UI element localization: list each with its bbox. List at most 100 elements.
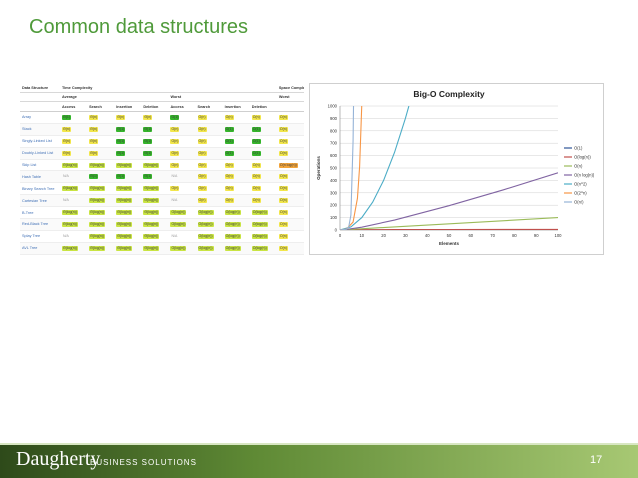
table-cell: N/A [168, 194, 196, 208]
complexity-badge: O(log(n)) [224, 221, 241, 227]
table-cell: O(n) [276, 111, 304, 124]
table-cell: O(n) [168, 147, 196, 160]
complexity-badge: Θ(log(n)) [143, 233, 160, 239]
table-row: Skip List Θ(log(n)) Θ(log(n)) Θ(log(n)) Θ(lo… [20, 159, 304, 172]
row-name: Cartesian Tree [20, 194, 60, 208]
row-name: Hash Table [20, 170, 60, 184]
complexity-badge: O(log(n)) [197, 233, 214, 239]
table-cell: O(n) [168, 135, 196, 148]
row-name: Red-Black Tree [20, 218, 60, 231]
table-cell: O(log(n)) [249, 206, 277, 220]
y-tick-label: 300 [330, 190, 338, 195]
row-name: AVL Tree [20, 242, 60, 255]
table-cell: O(n) [195, 170, 223, 184]
complexity-badge: O(1) [224, 138, 234, 144]
table-cell: N/A [60, 194, 88, 208]
y-tick-label: 700 [330, 141, 338, 146]
complexity-badge: O(n) [224, 198, 234, 204]
complexity-badge: O(log(n)) [251, 210, 268, 216]
column-header [276, 101, 304, 112]
table-cell: O(n) [222, 182, 250, 196]
table-cell: N/A [168, 170, 196, 184]
table-cell: Θ(log(n)) [60, 159, 88, 172]
table-cell: O(1) [249, 147, 277, 160]
complexity-badge: O(log(n)) [197, 210, 214, 216]
table-cell: Θ(n) [87, 123, 115, 136]
y-tick-label: 1000 [328, 104, 338, 109]
complexity-badge: O(1) [224, 150, 234, 156]
table-cell: O(n) [222, 111, 250, 124]
x-tick-label: 10 [359, 233, 364, 238]
complexity-badge: O(n) [251, 114, 261, 120]
table-cell: O(n) [276, 230, 304, 243]
complexity-badge: Θ(1) [89, 174, 99, 180]
row-name: Singly-Linked List [20, 135, 60, 148]
table-row: B-Tree Θ(log(n)) Θ(log(n)) Θ(log(n)) Θ(log(n… [20, 206, 304, 220]
table-cell: O(n) [195, 147, 223, 160]
complexity-badge: Θ(1) [62, 114, 71, 120]
complexity-badge: Θ(log(n)) [116, 162, 133, 168]
complexity-badge: O(n) [197, 174, 207, 180]
complexity-badge: Θ(n) [62, 138, 71, 144]
header-time-complexity: Time Complexity [60, 84, 277, 93]
complexity-badge: O(n) [224, 174, 234, 180]
table-row: Stack Θ(n) Θ(n) Θ(1) Θ(1) O(n) O(n) O(1) O(1) O(n… [20, 123, 304, 136]
slide-title: Common data structures [29, 16, 248, 38]
table-cell: O(1) [222, 147, 250, 160]
complexity-badge: N/A [63, 233, 69, 238]
table-cell: O(n) [276, 218, 304, 231]
table-cell: Θ(log(n)) [87, 242, 115, 255]
table-cell: Θ(log(n)) [114, 206, 142, 220]
complexity-badge: Θ(log(n)) [62, 186, 79, 192]
complexity-badge: Θ(n) [89, 114, 99, 120]
legend-label: O(n!) [574, 200, 584, 205]
table-cell: O(log(n)) [195, 230, 223, 243]
table-cell: Θ(log(n)) [141, 194, 169, 208]
complexity-badge: O(n) [170, 162, 180, 168]
x-tick-label: 0 [339, 233, 342, 238]
column-header: Deletion [141, 101, 169, 112]
table-cell: O(n) [276, 194, 304, 208]
column-header: Insertion [114, 101, 142, 112]
table-cell: O(n) [276, 147, 304, 160]
complexity-badge: Θ(log(n)) [143, 186, 160, 192]
table-cell: Θ(n) [87, 111, 115, 124]
header-space-complexity: Space Complexity [276, 84, 304, 93]
complexity-badge: Θ(n) [116, 114, 126, 120]
table-cell: Θ(log(n)) [141, 182, 169, 196]
table-cell: Θ(log(n)) [87, 230, 115, 243]
complexity-badge: O(n) [278, 233, 288, 239]
x-tick-label: 100 [555, 233, 563, 238]
complexity-badge: O(log(n)) [170, 210, 187, 216]
table-cell: Θ(log(n)) [141, 242, 169, 255]
subheader-worst: Worst [168, 92, 277, 102]
table-cell: Θ(log(n)) [114, 242, 142, 255]
complexity-badge: Θ(log(n)) [116, 210, 133, 216]
table-cell: Θ(1) [114, 123, 142, 136]
complexity-badge: Θ(1) [143, 150, 153, 156]
y-tick-label: 600 [330, 153, 338, 158]
table-cell: Θ(n) [87, 147, 115, 160]
complexity-badge: O(n) [251, 162, 261, 168]
complexity-badge: O(n log(n)) [278, 162, 298, 168]
table-cell: Θ(n) [114, 111, 142, 124]
subheader-average: Average [60, 92, 169, 102]
table-cell: Θ(log(n)) [60, 182, 88, 196]
complexity-badge: O(n) [224, 162, 234, 168]
table-cell: O(n) [168, 159, 196, 172]
table-cell: Θ(n) [60, 135, 88, 148]
series-line-o-n-2- [340, 106, 410, 230]
complexity-badge: O(log(n)) [197, 245, 214, 251]
table-cell: Θ(log(n)) [60, 206, 88, 220]
complexity-badge: O(1) [251, 150, 261, 156]
table-cell: O(log(n)) [168, 206, 196, 220]
complexity-badge: O(n) [170, 150, 180, 156]
complexity-badge: Θ(log(n)) [89, 162, 106, 168]
table-cell: O(log(n)) [249, 242, 277, 255]
complexity-badge: Θ(log(n)) [62, 210, 79, 216]
table-cell: O(n) [168, 123, 196, 136]
complexity-badge: Θ(log(n)) [116, 198, 133, 204]
table-cell: O(log(n)) [168, 218, 196, 231]
table-cell: Θ(n) [87, 135, 115, 148]
series-line-o-n-log-n- [342, 172, 558, 230]
